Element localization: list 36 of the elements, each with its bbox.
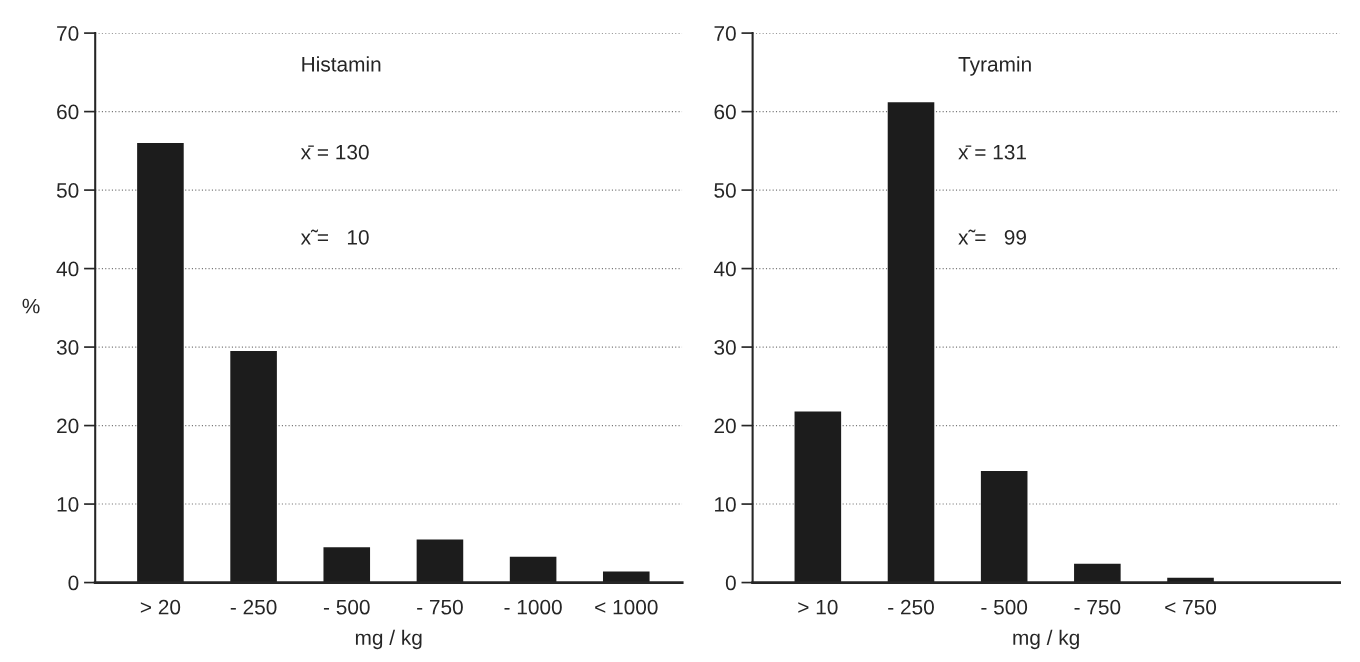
x-tick-label: - 500 [981, 599, 1028, 615]
text: Histamin [302, 56, 381, 72]
y-tick-label: 30 [714, 340, 736, 355]
y-tick-label: 20 [714, 418, 736, 434]
annotation: x̄ = 130 [300, 144, 369, 160]
x-tick-label: - 750 [1074, 599, 1121, 615]
x-tick-label: > 10 [798, 599, 838, 615]
x-axis-title: mg / kg [1013, 629, 1079, 650]
y-tick-label: 20 [57, 418, 79, 434]
y-tick-label: 70 [714, 26, 736, 41]
annotation: x̄ = 131 [958, 144, 1026, 160]
y-tick-label: 30 [56, 340, 79, 355]
y-tick-label: 50 [714, 183, 736, 198]
x-tick-label: - 1000 [504, 599, 562, 615]
y-axis-title: % [22, 298, 40, 314]
y-tick-label: 40 [713, 261, 736, 277]
y-tick-label: 10 [715, 497, 736, 512]
annotation: x̃ = 10 [300, 229, 369, 245]
y-tick-label: 50 [56, 183, 79, 198]
x-tick-label: < 750 [1165, 599, 1217, 615]
y-tick-label: 60 [714, 104, 736, 120]
text: Tyramin [958, 56, 1031, 76]
x-tick-label: - 250 [230, 599, 277, 615]
x-tick-label: < 1000 [595, 599, 658, 615]
x-tick-label: - 500 [323, 599, 370, 615]
y-tick-label: 60 [57, 104, 79, 120]
y-tick-label: 10 [57, 497, 79, 512]
x-tick-label: > 20 [140, 599, 181, 615]
y-tick-label: 0 [725, 575, 736, 591]
x-axis-title: mg / kg [355, 629, 422, 650]
x-tick-label: - 250 [888, 599, 934, 615]
y-tick-label: 0 [68, 575, 79, 591]
x-tick-label: - 750 [417, 599, 463, 615]
annotation: x̃ = 99 [958, 229, 1026, 245]
y-tick-label: 40 [56, 261, 79, 277]
y-tick-label: 70 [57, 26, 79, 41]
